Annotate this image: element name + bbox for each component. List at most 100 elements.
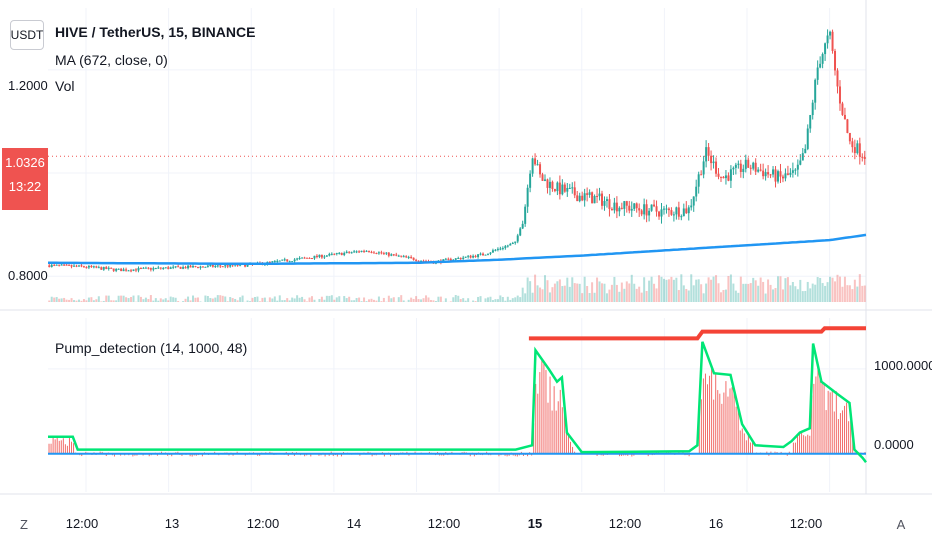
volume-bar: [479, 296, 482, 302]
volume-bar: [811, 283, 814, 302]
volume-bar: [164, 298, 167, 302]
volume-bar: [747, 283, 750, 302]
volume-bar: [216, 295, 219, 302]
auto-scale-button[interactable]: A: [896, 516, 906, 532]
legend-vol[interactable]: Vol: [55, 78, 75, 94]
candle-body: [350, 252, 353, 254]
candle-body: [821, 54, 824, 64]
volume-bar: [638, 286, 641, 302]
candle-body: [415, 259, 418, 261]
last-price-tag: 1.0326 13:22: [2, 148, 48, 210]
candle-body: [209, 264, 212, 266]
volume-bar: [737, 292, 740, 302]
volume-bar: [529, 281, 532, 302]
volume-bar: [112, 300, 115, 302]
volume-bar: [110, 300, 113, 302]
volume-bar: [234, 298, 237, 302]
candle-body: [306, 257, 309, 259]
volume-bar: [848, 285, 851, 302]
candle-body: [97, 267, 100, 269]
volume-bar: [194, 297, 197, 302]
volume-bar: [97, 296, 100, 302]
volume-bar: [271, 298, 274, 302]
volume-bar: [348, 296, 351, 302]
candle-body: [303, 257, 306, 259]
volume-bar: [509, 299, 512, 302]
volume-bar: [836, 274, 839, 302]
volume-bar: [286, 298, 289, 302]
candle-body: [105, 267, 108, 269]
candle-body: [799, 160, 802, 165]
volume-bar: [618, 291, 621, 302]
timezone-button[interactable]: Z: [20, 516, 28, 532]
candle-body: [53, 264, 56, 266]
volume-bar: [154, 298, 157, 302]
candle-body: [583, 193, 586, 201]
candle-body: [633, 203, 636, 209]
candle-body: [472, 255, 475, 258]
candle-body: [712, 161, 715, 164]
volume-bar: [863, 285, 866, 302]
candle-body: [147, 267, 150, 269]
volume-bar: [754, 280, 757, 302]
candle-body: [499, 248, 502, 250]
volume-bar: [82, 299, 85, 302]
volume-bar: [288, 300, 291, 302]
volume-bar: [53, 297, 56, 302]
candle-body: [573, 187, 576, 196]
candle-body: [149, 268, 152, 270]
volume-bar: [477, 296, 480, 302]
candle-body: [95, 266, 98, 268]
candle-body: [199, 266, 202, 268]
candle-body: [529, 173, 532, 188]
candle-body: [318, 254, 321, 257]
candle-body: [112, 268, 115, 271]
volume-bar: [769, 284, 772, 302]
volume-bar: [256, 296, 259, 302]
legend-indicator[interactable]: Pump_detection (14, 1000, 48): [55, 340, 248, 356]
candle-body: [65, 264, 68, 266]
candle-body: [853, 147, 856, 154]
volume-bar: [705, 283, 708, 302]
candle-body: [60, 264, 63, 266]
volume-bar: [539, 287, 542, 302]
volume-bar: [658, 275, 661, 302]
candle-body: [281, 259, 284, 261]
volume-bar: [588, 293, 591, 302]
volume-bar: [432, 300, 435, 302]
volume-bar: [695, 279, 698, 302]
candle-body: [412, 257, 415, 260]
volume-bar: [204, 295, 207, 302]
volume-bar: [328, 295, 331, 302]
volume-bar: [87, 297, 90, 302]
volume-bar: [774, 288, 777, 302]
candle-body: [323, 256, 326, 258]
candle-body: [75, 265, 78, 267]
currency-button[interactable]: USDT: [10, 20, 44, 50]
candle-body: [288, 261, 291, 263]
candle-body: [154, 268, 157, 270]
volume-bar: [338, 296, 341, 302]
candle-body: [338, 252, 341, 254]
volume-bar: [226, 301, 229, 302]
volume-bar: [325, 295, 328, 302]
volume-bar: [251, 297, 254, 302]
candle-body: [308, 257, 311, 259]
volume-bar: [449, 301, 452, 302]
volume-bar: [506, 296, 509, 302]
volume-bar: [707, 277, 710, 302]
legend-ma[interactable]: MA (672, close, 0): [55, 52, 168, 68]
candle-body: [774, 169, 777, 182]
volume-bar: [777, 276, 780, 302]
candle-body: [482, 253, 485, 256]
candle-body: [737, 163, 740, 165]
candle-body: [454, 258, 457, 260]
candle-body: [826, 35, 829, 44]
volume-bar: [742, 283, 745, 302]
candle-body: [189, 265, 192, 268]
volume-bar: [563, 285, 566, 302]
volume-bar: [719, 292, 722, 302]
candle-body: [491, 250, 494, 253]
